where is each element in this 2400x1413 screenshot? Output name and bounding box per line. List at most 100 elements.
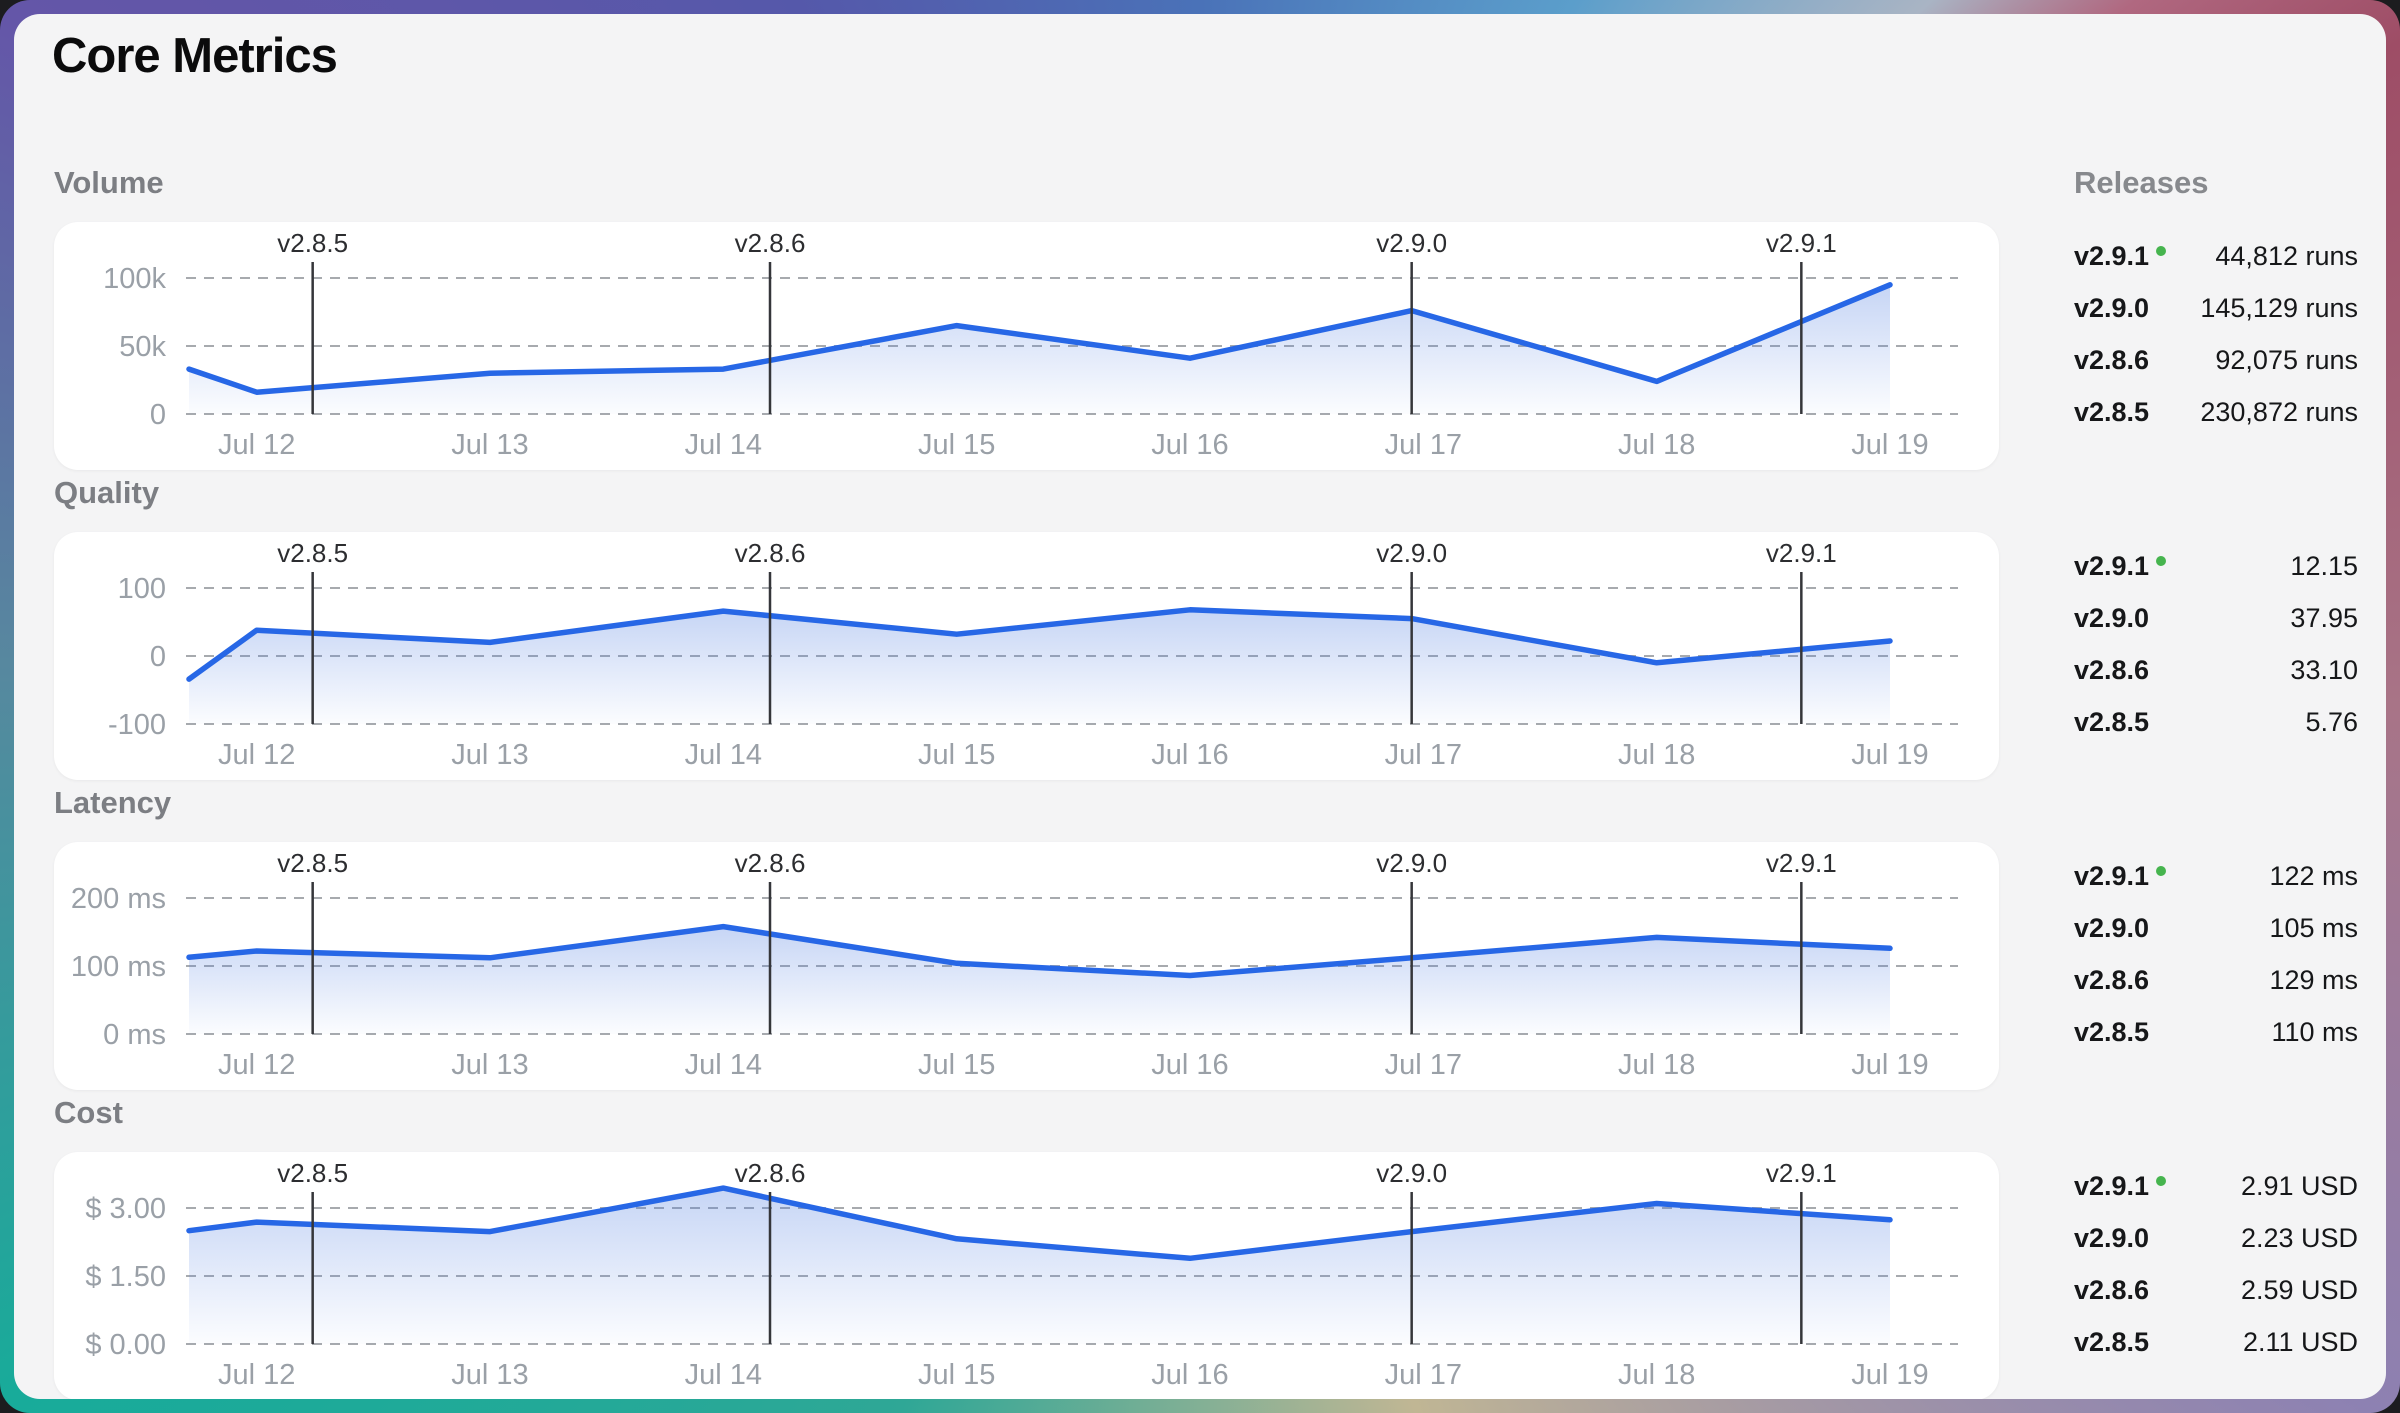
section-label-latency: Latency: [54, 785, 172, 820]
release-version: v2.8.6: [2074, 654, 2150, 685]
x-tick-label: Jul 19: [1851, 739, 1928, 771]
dashboard-panel: Core Metrics Releases Volume 100k 50k 0 Jul …: [14, 14, 2386, 1399]
chart-svg-latency: 200 ms 100 ms 0 ms Jul 12 Jul 13 Jul 14 Jul 15…: [71, 848, 1958, 1081]
release-marker-label: v2.8.6: [735, 228, 806, 258]
y-tick-label: $ 1.50: [85, 1261, 166, 1293]
x-tick-label: Jul 14: [685, 1049, 762, 1081]
x-tick-label: Jul 16: [1151, 739, 1228, 771]
release-row-cost-v2.9.1: v2.9.1 2.91 USD: [2074, 1168, 2358, 1204]
x-tick-label: Jul 15: [918, 739, 995, 771]
release-row-cost-v2.9.0: v2.9.0 2.23 USD: [2074, 1220, 2358, 1256]
series-line: [186, 282, 1893, 395]
release-row-volume-v2.8.5: v2.8.5 230,872 runs: [2074, 394, 2358, 430]
release-row-latency-v2.8.5: v2.8.5 110 ms: [2074, 1014, 2358, 1050]
x-tick-label: Jul 18: [1618, 429, 1695, 461]
release-marker-label: v2.8.5: [277, 538, 348, 568]
series-area: [189, 609, 1890, 724]
y-tick-label: 100: [118, 573, 166, 605]
release-value: 2.23 USD: [2240, 1222, 2358, 1253]
release-version: v2.8.6: [2074, 964, 2150, 995]
release-row-quality-v2.8.6: v2.8.6 33.10: [2074, 652, 2358, 688]
y-tick-label: $ 0.00: [85, 1329, 166, 1361]
current-release-dot-icon: [2156, 556, 2167, 566]
x-tick-label: Jul 19: [1851, 1359, 1928, 1391]
release-marker-label: v2.9.1: [1766, 848, 1837, 878]
x-tick-label: Jul 16: [1151, 429, 1228, 461]
section-label-quality: Quality: [54, 475, 160, 510]
x-tick-label: Jul 16: [1151, 1359, 1228, 1391]
y-tick-label: 50k: [119, 331, 166, 363]
release-value: 92,075 runs: [2215, 344, 2358, 375]
y-tick-label: 100k: [103, 263, 166, 295]
release-version: v2.8.5: [2074, 706, 2150, 737]
release-marker-label: v2.8.5: [277, 848, 348, 878]
release-row-volume-v2.9.1: v2.9.1 44,812 runs: [2074, 238, 2358, 274]
page-title: Core Metrics: [52, 29, 338, 83]
x-tick-label: Jul 12: [218, 1359, 295, 1391]
series-area: [189, 1188, 1890, 1344]
release-row-quality-v2.9.0: v2.9.0 37.95: [2074, 600, 2358, 636]
y-tick-label: 0 ms: [103, 1019, 166, 1051]
chart-card-cost: $ 3.00 $ 1.50 $ 0.00 Jul 12 Jul 13 Jul 14 Jul …: [54, 1152, 1999, 1399]
release-marker-label: v2.8.6: [735, 1158, 806, 1188]
release-row-volume-v2.9.0: v2.9.0 145,129 runs: [2074, 290, 2358, 326]
release-version: v2.9.1: [2074, 240, 2150, 271]
release-row-cost-v2.8.6: v2.8.6 2.59 USD: [2074, 1272, 2358, 1308]
release-marker-label: v2.9.1: [1766, 1158, 1837, 1188]
release-row-latency-v2.9.1: v2.9.1 122 ms: [2074, 858, 2358, 894]
release-version: v2.9.0: [2074, 1222, 2150, 1253]
release-value: 230,872 runs: [2200, 396, 2358, 427]
chart-card-quality: 100 0 -100 Jul 12 Jul 13 Jul 14 Jul 15 Jul 16 Ju…: [54, 532, 1999, 780]
current-release-dot-icon: [2156, 246, 2167, 256]
release-version: v2.8.5: [2074, 1326, 2150, 1357]
x-tick-label: Jul 12: [218, 1049, 295, 1081]
release-value: 145,129 runs: [2200, 292, 2358, 323]
release-value: 44,812 runs: [2215, 240, 2358, 271]
x-tick-label: Jul 19: [1851, 429, 1928, 461]
y-tick-label: $ 3.00: [85, 1193, 166, 1225]
release-marker-label: v2.9.0: [1376, 1158, 1447, 1188]
y-tick-label: 0: [150, 641, 166, 673]
x-tick-label: Jul 19: [1851, 1049, 1928, 1081]
release-row-volume-v2.8.6: v2.8.6 92,075 runs: [2074, 342, 2358, 378]
x-tick-label: Jul 13: [451, 429, 528, 461]
releases-header: Releases: [2074, 165, 2209, 200]
release-value: 110 ms: [2271, 1016, 2358, 1047]
series-line: [186, 923, 1893, 979]
release-marker-label: v2.8.6: [735, 848, 806, 878]
release-marker-label: v2.9.1: [1766, 538, 1837, 568]
release-marker-label: v2.8.5: [277, 1158, 348, 1188]
x-tick-label: Jul 17: [1385, 1359, 1462, 1391]
release-value: 2.91 USD: [2240, 1170, 2358, 1201]
x-tick-label: Jul 15: [918, 1049, 995, 1081]
current-release-dot-icon: [2156, 1176, 2167, 1186]
chart-svg-cost: $ 3.00 $ 1.50 $ 0.00 Jul 12 Jul 13 Jul 14 Jul …: [85, 1158, 1958, 1391]
release-value: 2.59 USD: [2240, 1274, 2358, 1305]
x-tick-label: Jul 18: [1618, 1359, 1695, 1391]
release-version: v2.9.0: [2074, 912, 2150, 943]
x-tick-label: Jul 18: [1618, 739, 1695, 771]
release-value: 37.95: [2290, 602, 2358, 633]
release-row-quality-v2.8.5: v2.8.5 5.76: [2074, 704, 2358, 740]
release-version: v2.8.6: [2074, 344, 2150, 375]
release-value: 105 ms: [2269, 912, 2358, 943]
series-line: [186, 607, 1893, 682]
x-tick-label: Jul 12: [218, 429, 295, 461]
release-value: 5.76: [2305, 706, 2358, 737]
chart-card-latency: 200 ms 100 ms 0 ms Jul 12 Jul 13 Jul 14 Jul 15…: [54, 842, 1999, 1090]
x-tick-label: Jul 13: [451, 1359, 528, 1391]
y-tick-label: -100: [108, 709, 166, 741]
y-tick-label: 0: [150, 399, 166, 431]
series-area: [189, 284, 1890, 414]
release-marker-label: v2.9.0: [1376, 848, 1447, 878]
release-row-cost-v2.8.5: v2.8.5 2.11 USD: [2074, 1324, 2358, 1360]
release-version: v2.9.1: [2074, 550, 2150, 581]
x-tick-label: Jul 14: [685, 739, 762, 771]
x-tick-label: Jul 17: [1385, 429, 1462, 461]
release-version: v2.9.1: [2074, 860, 2150, 891]
release-marker-label: v2.9.1: [1766, 228, 1837, 258]
x-tick-label: Jul 15: [918, 1359, 995, 1391]
x-tick-label: Jul 13: [451, 1049, 528, 1081]
release-value: 122 ms: [2269, 860, 2358, 891]
